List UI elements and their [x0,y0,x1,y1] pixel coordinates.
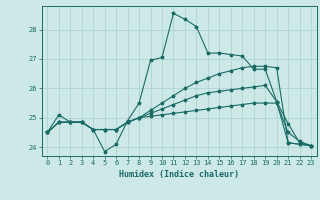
X-axis label: Humidex (Indice chaleur): Humidex (Indice chaleur) [119,170,239,179]
